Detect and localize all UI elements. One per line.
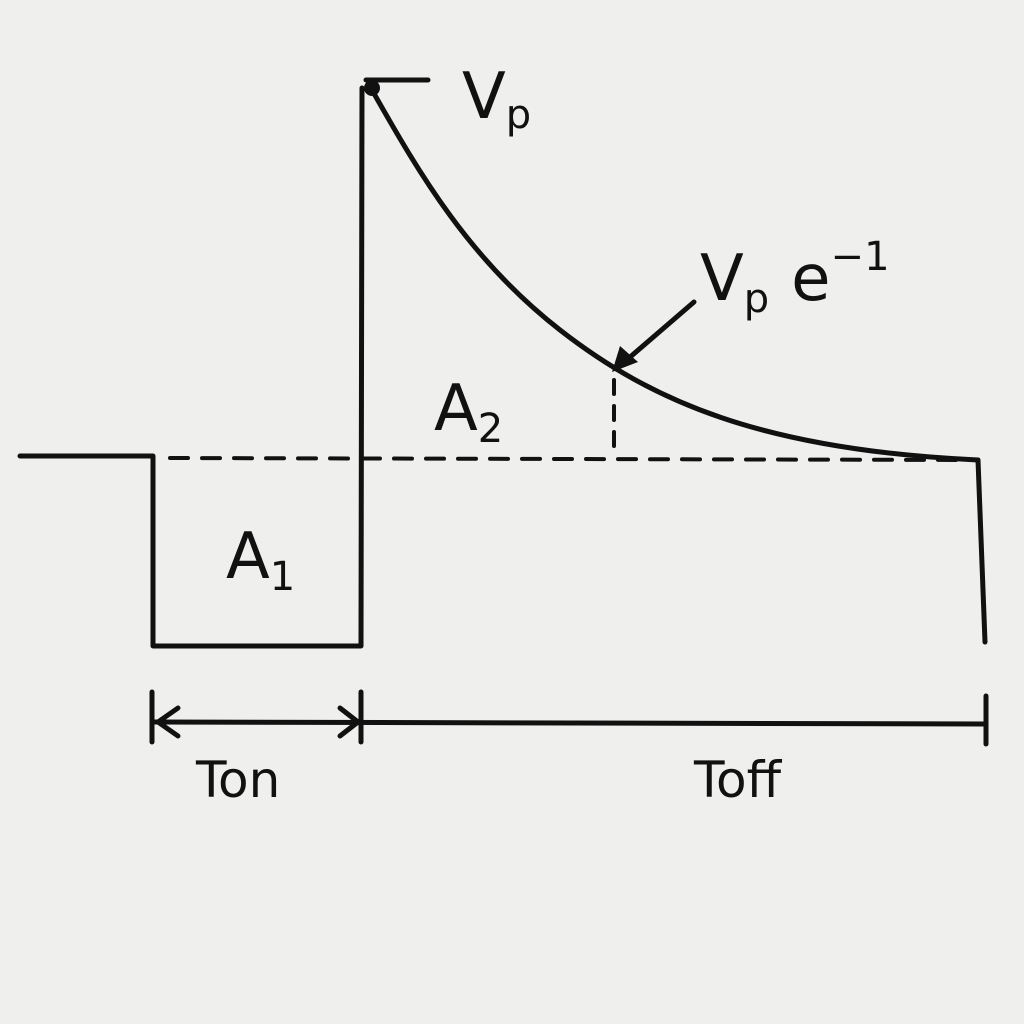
decay-curve <box>369 87 981 463</box>
ton-label: Ton <box>195 751 280 809</box>
peak-label: Vp <box>462 60 531 138</box>
reference-dashed-line <box>168 456 972 462</box>
area-a2-label: A2 <box>434 372 503 452</box>
area-a1-label: A1 <box>226 520 295 600</box>
decay-pointer-arrowhead <box>612 346 638 372</box>
ton-arrowhead-right <box>337 705 361 739</box>
decay-pointer-arrow <box>619 299 697 367</box>
ton-arrowhead-left <box>155 705 181 739</box>
timing-dimension-line <box>149 719 989 727</box>
decay-label: Vp e−1 <box>700 234 890 322</box>
toff-label: Toff <box>693 751 783 809</box>
waveform-pulse-outline <box>17 85 365 649</box>
falloff-edge <box>975 457 988 645</box>
